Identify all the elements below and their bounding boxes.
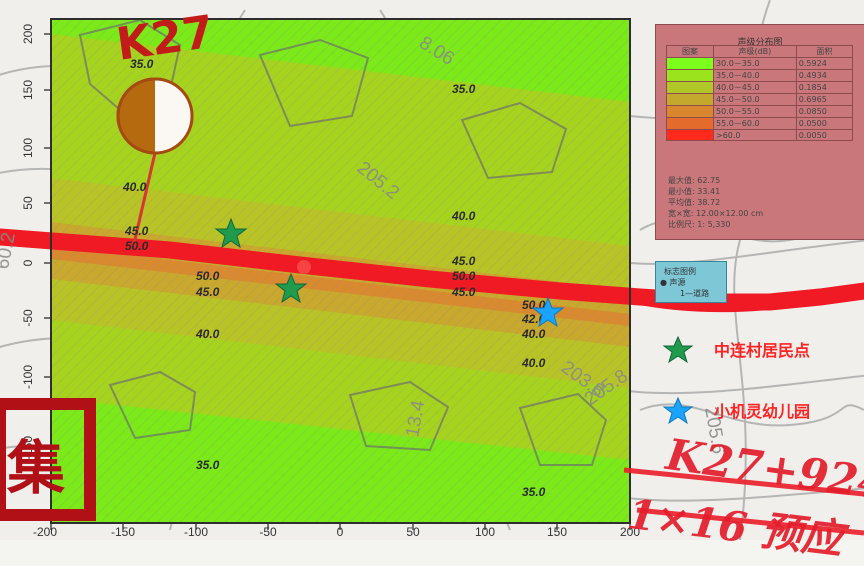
legend-area: 0.6965 bbox=[795, 93, 854, 106]
y-tick: 50 bbox=[21, 196, 35, 210]
legend-row: >60.0 0.0050 bbox=[666, 129, 854, 141]
source-point-icon bbox=[297, 260, 311, 274]
legend-row: 45.0－50.0 0.6965 bbox=[666, 93, 854, 106]
legend-header-pattern: 图案 bbox=[666, 45, 714, 58]
poi-legend-star-blue-icon bbox=[662, 396, 694, 425]
x-tick: -50 bbox=[259, 525, 277, 539]
residence-star-icon bbox=[214, 217, 248, 249]
legend-swatch bbox=[666, 81, 714, 94]
poi-legend-star-green-icon bbox=[662, 335, 694, 364]
contour-label: 50.0 bbox=[452, 269, 476, 283]
y-tick: -150 bbox=[21, 436, 35, 460]
legend-stats: 最大值: 62.75 最小值: 33.41 平均值: 38.72 宽×宽: 12… bbox=[668, 175, 763, 230]
x-tick: 50 bbox=[406, 525, 420, 539]
legend-swatch bbox=[666, 129, 714, 141]
kindergarten-star-icon bbox=[531, 296, 565, 328]
y-tick: 200 bbox=[21, 24, 35, 44]
red-stamp: 集 bbox=[0, 398, 96, 521]
legend-row: 35.0－40.0 0.4934 bbox=[666, 69, 854, 82]
legend-swatch bbox=[666, 105, 714, 118]
contour-label: 50.0 bbox=[196, 269, 220, 283]
contour-label: 45.0 bbox=[451, 285, 476, 299]
symbol-legend-title: 标志图例 bbox=[664, 267, 696, 276]
legend-range: >60.0 bbox=[713, 129, 797, 141]
x-tick: 100 bbox=[475, 525, 495, 539]
stamp-glyph: 集 bbox=[6, 434, 65, 502]
stat-min: 最小值: 33.41 bbox=[668, 187, 721, 196]
legend-title: 声级分布图 bbox=[737, 38, 783, 48]
x-tick: 150 bbox=[547, 525, 567, 539]
contour-label: 35.0 bbox=[130, 57, 154, 71]
y-tick: 0 bbox=[21, 259, 35, 266]
legend-area: 0.0850 bbox=[795, 105, 854, 118]
tick-marks bbox=[44, 33, 631, 530]
stat-size: 宽×宽: 12.00×12.00 cm bbox=[668, 209, 764, 218]
stat-max: 最大值: 62.75 bbox=[668, 176, 721, 185]
symbol-legend-item: ● 声源 bbox=[660, 278, 686, 287]
x-axis-ticks: -200 -150 -100 -50 0 50 100 150 200 bbox=[33, 525, 640, 539]
legend-range: 45.0－50.0 bbox=[713, 93, 797, 106]
x-tick: -200 bbox=[33, 525, 57, 539]
x-tick: 0 bbox=[337, 525, 344, 539]
legend-row: 50.0－55.0 0.0850 bbox=[666, 105, 854, 118]
contour-label: 35.0 bbox=[196, 458, 220, 472]
x-tick: 200 bbox=[620, 525, 640, 539]
stat-scale: 比例尺: 1: 5,330 bbox=[668, 220, 731, 229]
stat-avg: 平均值: 38.72 bbox=[668, 198, 721, 207]
legend-row: 55.0－60.0 0.0500 bbox=[666, 117, 854, 130]
contour-label: 35.0 bbox=[452, 82, 476, 96]
legend-swatch bbox=[666, 117, 714, 130]
contour-label: 45.0 bbox=[124, 224, 149, 238]
y-tick: -50 bbox=[21, 309, 35, 327]
contour-label: 40.0 bbox=[521, 356, 546, 370]
y-axis-ticks: 200 150 100 50 0 -50 -100 -150 bbox=[21, 24, 35, 460]
contour-label: 40.0 bbox=[122, 180, 147, 194]
contour-labels: 35.0 35.0 40.0 40.0 45.0 50.0 45.0 45.0 … bbox=[122, 57, 546, 499]
y-tick: -100 bbox=[21, 365, 35, 389]
contour-label: 40.0 bbox=[195, 327, 220, 341]
legend-range: 50.0－55.0 bbox=[713, 105, 797, 118]
poi-label-kindergarten: 小机灵幼儿园 bbox=[714, 402, 811, 421]
y-tick: 150 bbox=[21, 80, 35, 100]
legend-row: 40.0－45.0 0.1854 bbox=[666, 81, 854, 94]
contour-label: 45.0 bbox=[195, 285, 220, 299]
legend-row: 30.0－35.0 0.5924 bbox=[666, 57, 854, 70]
legend-area: 0.0050 bbox=[795, 129, 854, 141]
contour-label: 35.0 bbox=[522, 485, 546, 499]
stamp-lines bbox=[623, 467, 864, 536]
legend-range: 30.0－35.0 bbox=[713, 57, 797, 70]
contour-label: 50.0 bbox=[125, 239, 149, 253]
y-tick: 100 bbox=[21, 138, 35, 158]
legend-swatch bbox=[666, 57, 714, 70]
contour-label: 40.0 bbox=[451, 209, 476, 223]
legend-range: 40.0－45.0 bbox=[713, 81, 797, 94]
legend-area: 0.1854 bbox=[795, 81, 854, 94]
poi-label-residence: 中连村居民点 bbox=[714, 341, 811, 360]
legend-area: 0.0500 bbox=[795, 117, 854, 130]
symbol-legend-panel: 标志图例 ● 声源 1—道路 bbox=[655, 261, 727, 303]
legend-swatch bbox=[666, 69, 714, 82]
contour-label: 45.0 bbox=[451, 254, 476, 268]
legend-area: 0.4934 bbox=[795, 69, 854, 82]
legend-swatch bbox=[666, 93, 714, 106]
legend-header-level: 声级(dB) bbox=[713, 45, 797, 58]
x-tick: -100 bbox=[184, 525, 208, 539]
x-tick: -150 bbox=[111, 525, 135, 539]
symbol-legend-item: 1—道路 bbox=[680, 289, 710, 298]
residence-star-icon bbox=[274, 272, 308, 304]
legend-range: 55.0－60.0 bbox=[713, 117, 797, 130]
legend-area: 0.5924 bbox=[795, 57, 854, 70]
noise-legend-panel: 声级分布图 图案 声级(dB) 面积 30.0－35.0 0.5924 35.0… bbox=[655, 24, 864, 240]
source-line bbox=[131, 139, 160, 249]
contour-label: 40.0 bbox=[521, 327, 546, 341]
legend-header-area: 面积 bbox=[795, 45, 854, 58]
legend-range: 35.0－40.0 bbox=[713, 69, 797, 82]
legend-table: 图案 声级(dB) 面积 30.0－35.0 0.5924 35.0－40.0 … bbox=[666, 45, 854, 141]
